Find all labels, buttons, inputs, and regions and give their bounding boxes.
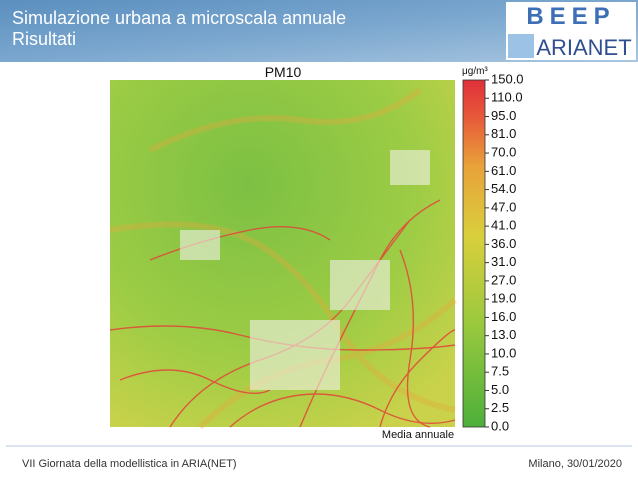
header-subtitle: Risultati bbox=[12, 29, 76, 49]
colorbar-label: 41.0 bbox=[491, 218, 516, 233]
footer-left: VII Giornata della modellistica in ARIA(… bbox=[22, 458, 237, 470]
colorbar-label: 61.0 bbox=[491, 163, 516, 178]
colorbar-label: 10.0 bbox=[491, 345, 516, 360]
colorbar-label: 54.0 bbox=[491, 181, 516, 196]
colorbar-unit: μg/m³ bbox=[462, 66, 488, 77]
colorbar-label: 47.0 bbox=[491, 199, 516, 214]
logo-sky bbox=[508, 34, 534, 58]
colorbar-label: 70.0 bbox=[491, 144, 516, 159]
colorbar-label: 27.0 bbox=[491, 272, 516, 287]
colorbar-label: 16.0 bbox=[491, 309, 516, 324]
colorbar-label: 31.0 bbox=[491, 254, 516, 269]
colorbar-label: 13.0 bbox=[491, 327, 516, 342]
logo-beep: BEEP bbox=[526, 3, 615, 30]
map-title: PM10 bbox=[265, 64, 302, 80]
colorbar-label: 81.0 bbox=[491, 126, 516, 141]
map-caption: Media annuale bbox=[382, 429, 454, 441]
colorbar-label: 0.0 bbox=[491, 418, 509, 433]
colorbar-label: 5.0 bbox=[491, 382, 509, 397]
colorbar bbox=[462, 79, 486, 428]
colorbar-label: 110.0 bbox=[491, 90, 523, 105]
footer-right: Milano, 30/01/2020 bbox=[528, 458, 622, 470]
colorbar-label: 95.0 bbox=[491, 108, 516, 123]
colorbar-label: 2.5 bbox=[491, 400, 509, 415]
colorbar-label: 7.5 bbox=[491, 364, 509, 379]
logo-arianet: ARIANET bbox=[536, 35, 631, 60]
map-urban bbox=[180, 150, 430, 390]
colorbar-label: 150.0 bbox=[491, 71, 524, 86]
header-title: Simulazione urbana a microscala annuale bbox=[12, 8, 346, 28]
colorbar-label: 36.0 bbox=[491, 236, 516, 251]
colorbar-label: 19.0 bbox=[491, 291, 516, 306]
